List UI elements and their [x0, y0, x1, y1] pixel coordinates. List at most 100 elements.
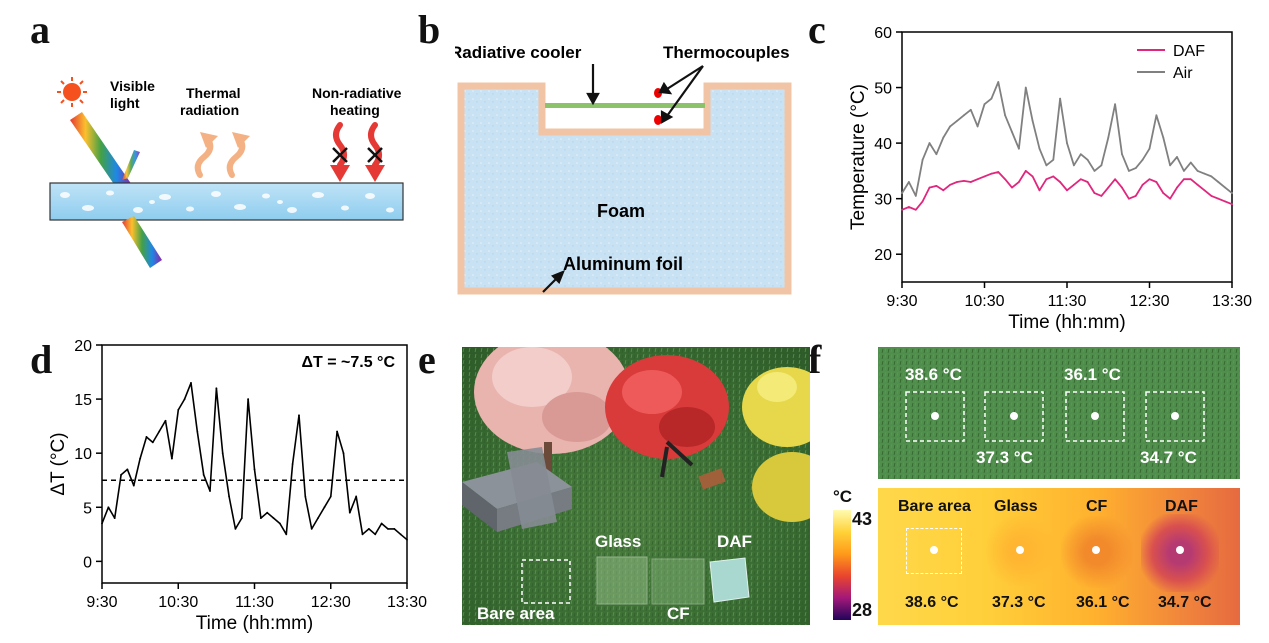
nonradiative-heating-label: Non-radiative: [312, 85, 402, 101]
data-point-daf: [1024, 169, 1027, 172]
data-point-delta-t: [221, 452, 224, 455]
data-point-delta-t: [209, 490, 211, 492]
panel-f-thermal-image: Bare area Glass CF DAF 38.6 °C 37.3 °C 3…: [878, 488, 1240, 625]
data-point-daf: [1121, 186, 1123, 189]
data-point-daf: [1134, 194, 1137, 197]
data-point-daf: [921, 200, 924, 203]
sample-box-2: [984, 391, 1044, 442]
data-point-air: [1079, 153, 1082, 156]
data-point-air: [1155, 114, 1158, 117]
thermal-radiation-arrows: [194, 136, 246, 178]
data-point-air: [1024, 86, 1027, 89]
data-point-air: [983, 103, 986, 106]
data-point-delta-t: [348, 511, 351, 514]
data-point-air: [1052, 158, 1055, 161]
data-point-delta-t: [228, 495, 230, 498]
data-point-daf: [1038, 189, 1041, 192]
sample-dot-4: [1171, 412, 1179, 420]
panel-f-visible-photo: 38.6 °C 36.1 °C 37.3 °C 34.7 °C: [878, 347, 1240, 479]
data-point-air: [1189, 161, 1192, 164]
data-point-delta-t: [367, 528, 370, 530]
thermal-temp-4: 34.7 °C: [1158, 594, 1212, 611]
y-tick-label: 5: [83, 500, 92, 517]
data-point-air: [1231, 192, 1233, 195]
data-point-daf: [1127, 197, 1130, 200]
glass-photo-label: Glass: [595, 532, 642, 551]
incoming-light-beam: [70, 112, 132, 193]
data-point-air: [1100, 164, 1103, 167]
thermal-dot-3: [1092, 546, 1100, 554]
data-point-daf: [1114, 178, 1117, 181]
x-tick-label: 9:30: [86, 594, 117, 611]
sample-box-3: [1065, 391, 1125, 442]
data-point-air: [1017, 147, 1020, 150]
data-point-delta-t: [151, 441, 154, 444]
data-point-air: [1086, 158, 1089, 161]
data-point-delta-t: [107, 506, 110, 509]
x-tick-label: 9:30: [886, 293, 917, 310]
data-point-daf: [1079, 178, 1082, 181]
data-point-daf: [907, 206, 910, 208]
data-point-daf: [949, 183, 952, 186]
data-point-daf: [1072, 183, 1075, 186]
x-tick-label: 12:30: [311, 594, 351, 611]
data-point-daf: [1189, 178, 1192, 181]
data-point-daf: [1196, 183, 1199, 186]
data-point-delta-t: [272, 517, 275, 519]
data-point-air: [1072, 164, 1075, 167]
data-point-daf: [914, 208, 917, 211]
data-point-air: [1031, 119, 1034, 122]
data-point-air: [1059, 97, 1062, 100]
data-point-daf: [1059, 181, 1062, 183]
data-point-daf: [1086, 181, 1089, 183]
data-point-daf: [983, 175, 986, 178]
red-tree: [605, 355, 729, 478]
data-point-delta-t: [342, 452, 345, 455]
data-point-air: [969, 108, 972, 111]
data-point-delta-t: [145, 436, 148, 438]
x-tick-label: 11:30: [235, 594, 274, 611]
panel-e-photo: Glass DAF Bare area CF: [462, 347, 810, 625]
data-point-delta-t: [253, 468, 256, 471]
aluminum-foil-label: Aluminum foil: [563, 254, 683, 274]
data-point-delta-t: [304, 495, 307, 498]
thermal-temp-2: 37.3 °C: [992, 594, 1046, 611]
panel-a-schematic: Visible light Thermal radiation Non-radi…: [49, 77, 404, 268]
y-tick-label: 0: [83, 554, 92, 571]
data-point-air: [921, 158, 924, 161]
data-point-delta-t: [355, 495, 358, 498]
data-point-air: [914, 194, 917, 197]
data-point-daf: [1203, 189, 1206, 192]
data-point-delta-t: [336, 430, 339, 433]
data-point-delta-t: [132, 484, 135, 487]
panel-label-a: a: [30, 7, 50, 52]
data-point-delta-t: [240, 517, 243, 519]
data-point-delta-t: [215, 387, 218, 390]
y-tick-label: 30: [874, 192, 892, 209]
data-point-air: [1141, 158, 1144, 161]
bare-area-box: [521, 559, 571, 604]
data-point-daf: [1045, 178, 1048, 181]
data-point-daf: [976, 178, 979, 181]
thermal-dot-2: [1016, 546, 1024, 554]
data-point-air: [1217, 181, 1220, 183]
data-point-air: [1210, 175, 1213, 178]
transmitted-light-beam: [122, 216, 162, 268]
data-point-delta-t: [234, 528, 237, 530]
data-point-daf: [935, 184, 938, 187]
data-point-daf: [1210, 194, 1213, 197]
data-point-daf: [1031, 175, 1034, 178]
x-tick-label: 13:30: [387, 594, 427, 611]
legend-label-daf: DAF: [1173, 43, 1205, 60]
data-point-delta-t: [139, 457, 142, 460]
data-point-air: [1127, 169, 1130, 172]
data-point-air: [1148, 147, 1151, 150]
data-point-delta-t: [380, 522, 383, 525]
aluminum-foil-outline: [457, 82, 792, 295]
data-point-air: [990, 97, 993, 100]
thermal-temp-1: 38.6 °C: [905, 594, 959, 611]
data-point-air: [997, 81, 1000, 83]
x-tick-label: 12:30: [1129, 293, 1169, 310]
data-point-daf: [1148, 178, 1151, 181]
thermocouple-arrow-2: [666, 65, 704, 117]
